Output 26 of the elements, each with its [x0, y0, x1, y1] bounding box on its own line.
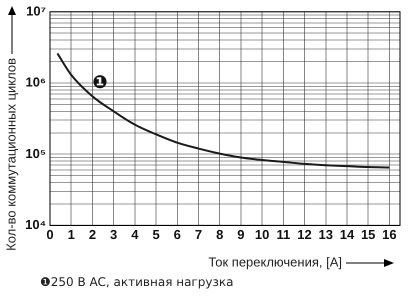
x-axis-title: Ток переключения, [А]: [208, 254, 342, 270]
x-tick-label: 8: [216, 226, 224, 242]
x-tick-label: 7: [194, 226, 202, 242]
annotation: ❶: [92, 72, 108, 94]
x-tick-label: 3: [110, 226, 118, 242]
y-axis-title: Кол-во коммутационных циклов: [4, 58, 19, 251]
y-tick-label: 10⁴: [25, 216, 46, 232]
x-tick-label: 0: [46, 226, 54, 242]
line-series: [56, 52, 390, 169]
y-tick-label: 10⁶: [26, 74, 46, 90]
x-tick-label: 9: [237, 226, 245, 242]
x-tick-label: 4: [131, 226, 140, 242]
x-tick-label: 12: [297, 226, 312, 242]
x-tick-label: 2: [88, 226, 96, 242]
x-tick-label: 11: [276, 226, 290, 242]
x-tick-label: 16: [382, 226, 397, 242]
text: ❶250 В AC, активная нагрузка: [40, 275, 234, 290]
x-tick-label: 15: [360, 226, 376, 242]
y-tick-label: 10⁵: [25, 146, 46, 161]
x-tick-label: 5: [152, 226, 160, 242]
x-tick-label: 1: [68, 226, 75, 242]
x-tick-label: 10: [254, 226, 270, 242]
x-tick-label: 14: [340, 226, 355, 242]
x-tick-label: 6: [174, 226, 181, 242]
y-tick-label: 10⁷: [26, 3, 46, 18]
x-tick-label: 13: [318, 226, 333, 242]
